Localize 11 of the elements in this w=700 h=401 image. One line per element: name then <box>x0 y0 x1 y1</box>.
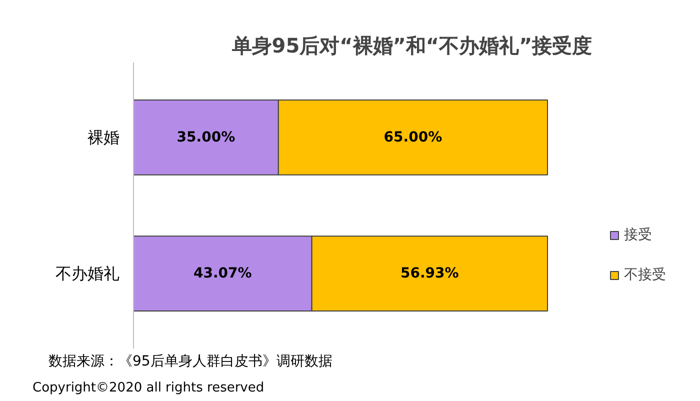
data-label: 43.07% <box>194 266 252 282</box>
legend-label: 接受 <box>624 226 652 244</box>
data-label: 35.00% <box>176 129 236 146</box>
data-label: 56.93% <box>400 266 459 282</box>
chart-title: 单身95后对“裸婚”和“不办婚礼”接受度 <box>230 34 592 58</box>
data-label: 65.00% <box>384 129 442 146</box>
text: Copyright©2020 all rights reserved <box>32 380 264 396</box>
legend-label: 不接受 <box>624 266 666 284</box>
source-note: 数据来源：《95后单身人群白皮书》调研数据 <box>48 354 332 370</box>
y-tick-label: 裸婚 <box>88 128 120 147</box>
y-tick-label: 不办婚礼 <box>56 264 120 284</box>
